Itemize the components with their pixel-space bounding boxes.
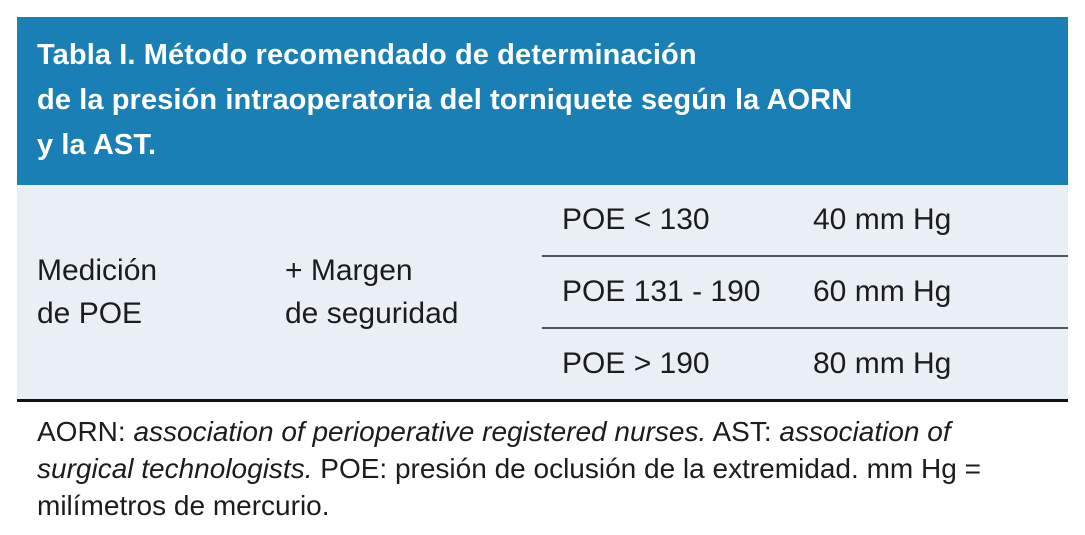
poe-range-cell: POE < 130 [562,203,710,236]
safety-margin-cell: 60 mm Hg [813,275,952,308]
footnote: AORN: association of perioperative regis… [37,413,1053,525]
bottom-rule [17,399,1068,402]
safety-margin-cell: 80 mm Hg [813,347,952,380]
footnote-text: AORN: [37,416,134,447]
table-title: Tabla I. Método recomendado de determina… [17,17,1068,185]
footnote-text: AST: [706,416,780,447]
table-row: POE > 190 80 mm Hg [542,327,1068,399]
footnote-text: POE: presión de oclusión de la extremida… [37,453,981,522]
poe-range-cell: POE 131 - 190 [562,275,761,308]
cell-medicion-de-poe: Medición de POE [37,253,158,331]
table-row: POE 131 - 190 60 mm Hg [542,255,1068,327]
safety-margin-cell: 40 mm Hg [813,203,952,236]
footnote-italic-term: association of surgical technologists. [37,416,951,485]
table-row: POE < 130 40 mm Hg [542,185,1068,255]
tabla-1: Tabla I. Método recomendado de determina… [17,17,1068,402]
poe-range-cell: POE > 190 [562,347,710,380]
cell-margen-de-seguridad: + Margen de seguridad [285,253,459,331]
poe-ranges-subtable: POE < 130 40 mm Hg POE 131 - 190 60 mm H… [542,185,1068,399]
footnote-italic-term: association of perioperative registered … [133,416,707,447]
table-body: Medición de POE + Margen de seguridad PO… [17,185,1068,399]
